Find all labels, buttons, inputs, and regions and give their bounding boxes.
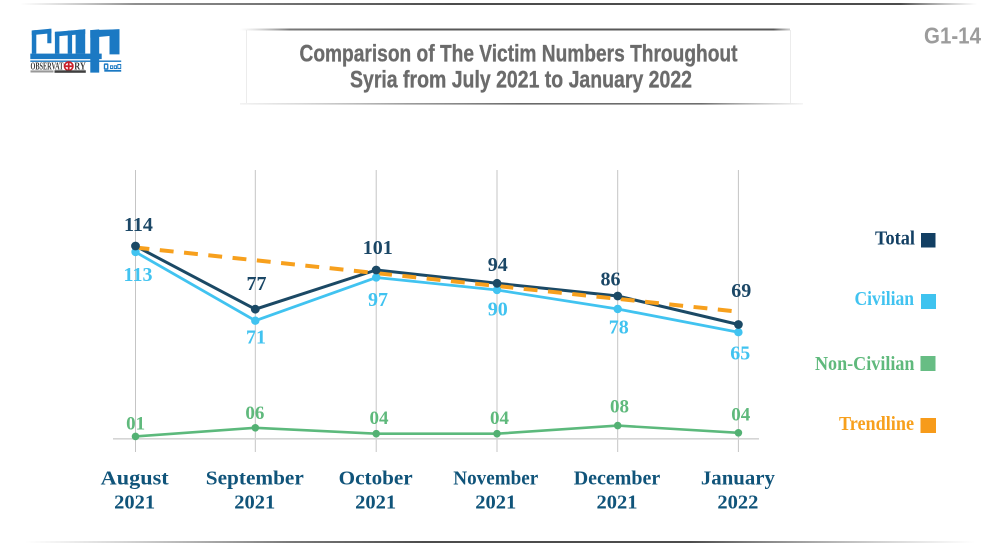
svg-text:08: 08 xyxy=(610,397,629,418)
svg-text:97: 97 xyxy=(368,289,388,311)
svg-text:65: 65 xyxy=(730,343,750,365)
svg-text:94: 94 xyxy=(488,254,508,276)
svg-text:August: August xyxy=(101,468,169,490)
svg-text:RY: RY xyxy=(74,62,86,73)
svg-text:Total: Total xyxy=(875,228,915,250)
svg-text:71: 71 xyxy=(246,327,266,349)
svg-text:2021: 2021 xyxy=(597,492,638,514)
svg-text:04: 04 xyxy=(731,405,751,426)
svg-text:04: 04 xyxy=(490,408,510,429)
svg-text:114: 114 xyxy=(124,214,153,236)
svg-text:Non-Civilian: Non-Civilian xyxy=(815,353,915,375)
svg-text:78: 78 xyxy=(609,317,629,339)
svg-text:2021: 2021 xyxy=(234,492,275,514)
svg-text:G1-14: G1-14 xyxy=(924,23,981,49)
svg-text:Trendline: Trendline xyxy=(839,413,914,435)
svg-text:January: January xyxy=(701,468,775,490)
svg-text:2021: 2021 xyxy=(114,492,155,514)
svg-text:06: 06 xyxy=(245,403,264,424)
svg-text:Syria from July 2021 to Januar: Syria from July 2021 to January 2022 xyxy=(350,67,692,94)
svg-text:86: 86 xyxy=(601,269,621,291)
svg-text:04: 04 xyxy=(370,408,390,429)
svg-text:77: 77 xyxy=(247,273,267,295)
svg-text:01: 01 xyxy=(126,413,145,434)
svg-text:101: 101 xyxy=(363,237,393,259)
svg-text:OBSERVAT: OBSERVAT xyxy=(31,62,64,73)
svg-text:October: October xyxy=(339,468,413,490)
svg-text:November: November xyxy=(453,468,538,490)
svg-text:2021: 2021 xyxy=(475,492,516,514)
svg-text:December: December xyxy=(574,468,661,490)
svg-text:113: 113 xyxy=(124,264,153,286)
svg-text:September: September xyxy=(206,468,304,490)
svg-text:69: 69 xyxy=(731,280,751,302)
svg-text:90: 90 xyxy=(488,299,508,321)
svg-text:2021: 2021 xyxy=(355,492,396,514)
svg-text:2022: 2022 xyxy=(717,492,758,514)
svg-text:Comparison of The Victim Numbe: Comparison of The Victim Numbers Through… xyxy=(300,41,738,68)
svg-text:Civilian: Civilian xyxy=(855,288,915,310)
